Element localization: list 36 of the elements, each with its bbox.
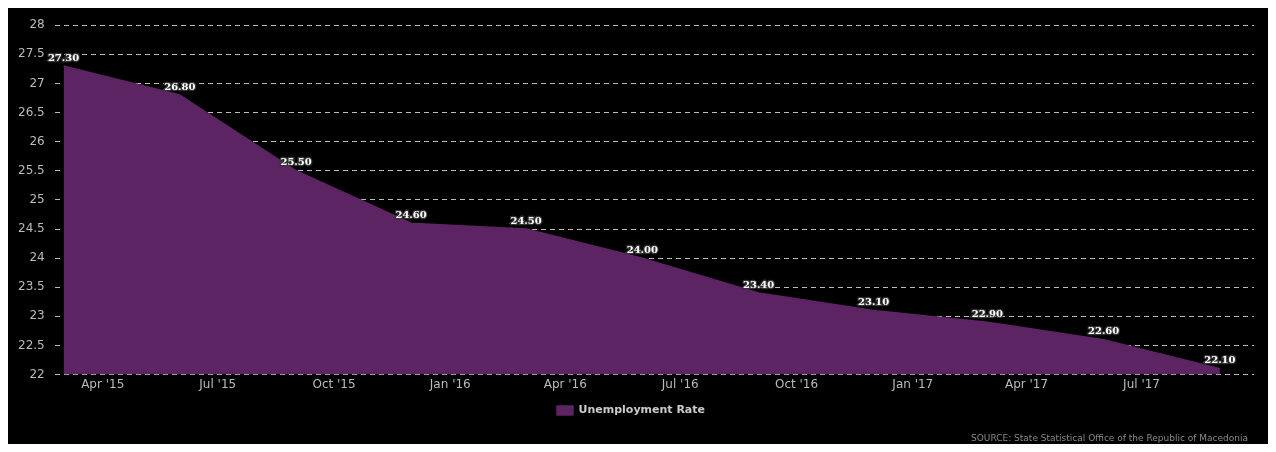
text: 26.80 bbox=[164, 80, 196, 92]
text: 27.30 bbox=[47, 51, 80, 63]
x-tick-label: Jan '16 bbox=[428, 376, 471, 391]
x-tick-label: Jan '17 bbox=[891, 376, 934, 391]
x-tick-label: Jul '17 bbox=[1122, 376, 1160, 391]
y-tick-label: 22.5 bbox=[18, 337, 45, 352]
y-tick-label: 23.5 bbox=[18, 279, 45, 294]
y-tick-label: 25.5 bbox=[18, 162, 45, 177]
text: 22.90 bbox=[971, 307, 1004, 319]
text: 24.00 bbox=[626, 243, 659, 255]
text: 23.10 bbox=[857, 296, 890, 308]
x-tick-label: Apr '15 bbox=[81, 376, 125, 391]
y-tick-label: 23 bbox=[29, 308, 45, 323]
x-tick-label: Jul '15 bbox=[198, 376, 237, 391]
text: 24.50 bbox=[510, 214, 542, 226]
y-tick-label: 27.5 bbox=[18, 46, 45, 61]
legend-label: Unemployment Rate bbox=[578, 403, 706, 417]
x-tick-label: Apr '16 bbox=[543, 376, 587, 391]
text: 24.60 bbox=[395, 208, 427, 220]
y-tick-label: 22 bbox=[29, 366, 45, 381]
text: 22.60 bbox=[1087, 325, 1120, 337]
source-note: SOURCE: State Statistical Office of the Republic of Macedonia bbox=[971, 433, 1248, 443]
y-tick-label: 25 bbox=[29, 192, 45, 207]
text: 23.40 bbox=[742, 278, 775, 290]
y-tick-label: 24.5 bbox=[18, 221, 45, 236]
y-tick-label: 28 bbox=[29, 17, 45, 32]
x-tick-label: Jul '16 bbox=[660, 376, 699, 391]
x-tick-label: Apr '17 bbox=[1004, 376, 1049, 391]
text: 22.10 bbox=[1204, 354, 1236, 366]
y-tick-label: 27 bbox=[29, 75, 45, 90]
y-tick-label: 26 bbox=[29, 133, 45, 148]
text: 25.50 bbox=[280, 156, 312, 168]
y-tick-label: 24 bbox=[29, 250, 45, 265]
y-tick-label: 26.5 bbox=[18, 104, 45, 119]
x-tick-label: Oct '15 bbox=[312, 376, 356, 391]
x-tick-label: Oct '16 bbox=[774, 376, 819, 391]
